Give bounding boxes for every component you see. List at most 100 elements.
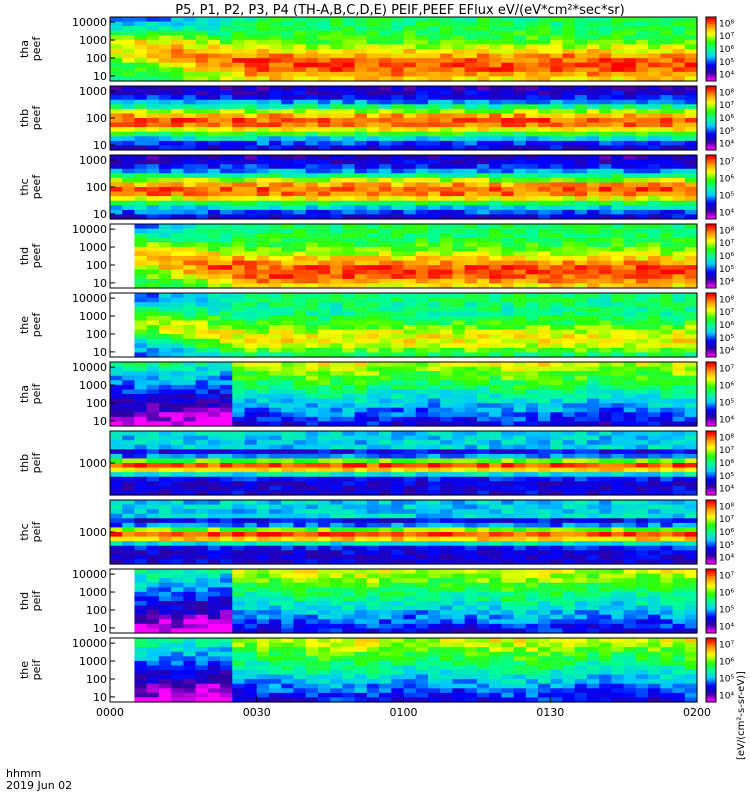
heatmap-cell <box>330 127 343 133</box>
heatmap-cell <box>427 384 441 391</box>
heatmap-cell <box>244 113 258 119</box>
heatmap-cell <box>183 177 197 184</box>
heatmap-cell <box>305 467 319 473</box>
heatmap-cell <box>403 228 417 234</box>
heatmap-cell <box>342 315 356 322</box>
heatmap-cell <box>672 39 686 46</box>
heatmap-cell <box>391 86 405 92</box>
heatmap-cell <box>171 237 184 243</box>
heatmap-cell <box>525 352 539 358</box>
heatmap-cell <box>293 168 307 174</box>
heatmap-cell <box>574 278 588 285</box>
colorbar-segment <box>706 178 716 182</box>
heatmap-cell <box>232 412 246 418</box>
heatmap-cell <box>501 58 515 64</box>
colorbar-segment <box>706 408 716 412</box>
heatmap-cell <box>122 86 136 92</box>
heatmap-cell <box>574 325 588 331</box>
heatmap-cell <box>660 177 674 184</box>
heatmap-cell <box>256 21 270 27</box>
heatmap-cell <box>146 209 160 216</box>
heatmap-cell <box>452 30 466 36</box>
heatmap-cell <box>122 389 136 395</box>
colorbar-segment <box>706 275 716 278</box>
heatmap-cell <box>427 421 441 427</box>
heatmap-cell <box>305 62 319 68</box>
heatmap-cell <box>232 302 246 308</box>
heatmap-cell <box>379 293 392 299</box>
heatmap-cell <box>501 49 515 55</box>
heatmap-cell <box>220 256 233 262</box>
heatmap-cell <box>171 209 184 216</box>
heatmap-cell <box>146 104 160 110</box>
heatmap-cell <box>158 403 172 409</box>
heatmap-cell <box>330 338 343 344</box>
heatmap-cell <box>281 205 295 211</box>
heatmap-cell <box>550 412 564 418</box>
heatmap-cell <box>342 444 356 450</box>
heatmap-cell <box>342 476 356 482</box>
heatmap-cell <box>415 168 429 174</box>
colorbar-segment <box>706 366 716 369</box>
heatmap-cell <box>146 177 160 184</box>
heatmap-cell <box>586 104 600 110</box>
colorbar-segment <box>706 90 716 93</box>
heatmap-cell <box>305 366 319 372</box>
heatmap-cell <box>342 76 356 82</box>
heatmap-cell <box>574 113 588 119</box>
heatmap-cell <box>281 113 295 119</box>
heatmap-cell <box>293 122 307 128</box>
heatmap-cell <box>305 71 319 78</box>
heatmap-cell <box>513 44 527 50</box>
heatmap-cell <box>415 440 429 446</box>
heatmap-cell <box>611 472 625 478</box>
heatmap-cell <box>293 338 307 344</box>
heatmap-cell <box>342 394 356 400</box>
heatmap-cell <box>122 380 136 386</box>
heatmap-cell <box>122 421 136 427</box>
heatmap-cell <box>146 394 160 400</box>
heatmap-cell <box>305 334 319 340</box>
heatmap-cell <box>427 99 441 105</box>
heatmap-cell <box>171 90 184 96</box>
heatmap-cell <box>427 403 441 409</box>
heatmap-cell <box>146 431 160 437</box>
heatmap-cell <box>574 30 588 36</box>
heatmap-cell <box>171 35 184 41</box>
heatmap-cell <box>574 449 588 455</box>
heatmap-cell <box>452 86 466 92</box>
heatmap-cell <box>489 136 502 142</box>
heatmap-cell <box>648 136 661 142</box>
heatmap-cell <box>146 440 160 446</box>
heatmap-cell <box>648 177 661 184</box>
heatmap-cell <box>427 394 441 400</box>
heatmap-cell <box>330 71 343 78</box>
heatmap-cell <box>586 375 600 381</box>
heatmap-cell <box>611 182 625 188</box>
heatmap-cell <box>305 177 319 184</box>
heatmap-cell <box>195 205 209 211</box>
heatmap-cell <box>623 127 637 133</box>
heatmap-cell <box>220 164 233 170</box>
heatmap-cell <box>684 62 698 68</box>
heatmap-cell <box>513 127 527 133</box>
heatmap-cell <box>305 76 319 82</box>
heatmap-cell <box>550 200 564 206</box>
heatmap-cell <box>623 86 637 92</box>
heatmap-cell <box>476 435 490 441</box>
heatmap-cell <box>195 283 209 289</box>
heatmap-cell <box>281 416 295 423</box>
heatmap-cell <box>379 71 392 78</box>
heatmap-cell <box>672 315 686 322</box>
heatmap-cell <box>513 131 527 137</box>
heatmap-cell <box>660 131 674 137</box>
heatmap-cell <box>146 412 160 418</box>
heatmap-cell <box>440 260 454 266</box>
heatmap-cell <box>342 472 356 478</box>
heatmap-cell <box>134 173 148 179</box>
heatmap-cell <box>256 375 270 381</box>
heatmap-cell <box>452 343 466 349</box>
heatmap-cell <box>281 71 295 78</box>
heatmap-cell <box>281 104 295 110</box>
heatmap-cell <box>415 145 429 151</box>
